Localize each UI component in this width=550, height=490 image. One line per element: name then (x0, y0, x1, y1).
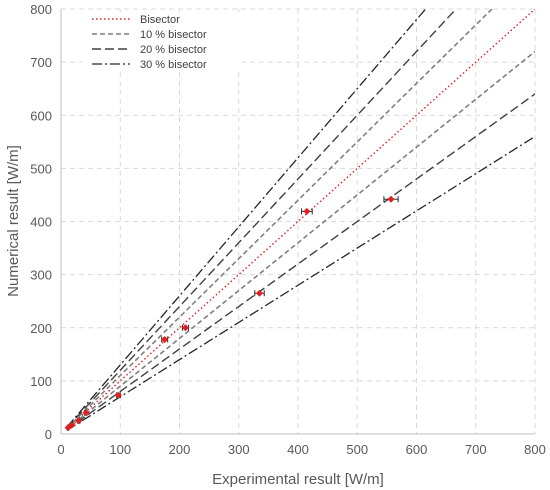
y-tick-label: 300 (30, 268, 52, 283)
y-tick-label: 0 (45, 427, 52, 442)
data-point (255, 289, 263, 297)
x-axis-title: Experimental result [W/m] (212, 471, 384, 488)
reference-line (66, 93, 535, 431)
data-point (181, 324, 189, 332)
y-tick-label: 600 (30, 108, 52, 123)
x-tick-label: 400 (287, 442, 309, 457)
legend-label: 30 % bisector (140, 59, 207, 71)
data-point (161, 335, 169, 343)
data-point (303, 207, 311, 215)
x-tick-label: 600 (406, 442, 428, 457)
reference-line (66, 9, 535, 430)
y-tick-label: 200 (30, 321, 52, 336)
reference-line (66, 50, 535, 430)
y-tick-label: 800 (30, 2, 52, 17)
x-tick-label: 500 (346, 442, 368, 457)
data-point (387, 195, 395, 203)
axes (60, 9, 535, 435)
y-tick-label: 100 (30, 374, 52, 389)
x-tick-label: 100 (109, 442, 131, 457)
data-point (114, 391, 122, 399)
legend-label: 10 % bisector (140, 29, 207, 41)
reference-line (66, 9, 493, 429)
data-point (68, 421, 76, 429)
x-tick-label: 0 (57, 442, 64, 457)
legend: Bisector 10 % bisector 20 % bisector 30 % b… (92, 14, 207, 71)
x-tick-label: 200 (169, 442, 191, 457)
x-tick-label: 800 (524, 442, 546, 457)
data-point (75, 417, 83, 425)
tick-labels: 0 100 200 300 400 500 600 700 800 0 100 200 300 400 50… (30, 2, 546, 457)
legend-label: Bisector (140, 14, 180, 26)
reference-lines (66, 9, 535, 431)
reference-line (66, 9, 427, 428)
gridlines (61, 8, 536, 434)
legend-background (82, 12, 242, 70)
legend-label: 20 % bisector (140, 44, 207, 56)
x-tick-label: 300 (228, 442, 250, 457)
reference-line (66, 9, 457, 429)
data-point (82, 409, 90, 417)
data-points (64, 195, 399, 432)
y-tick-label: 500 (30, 161, 52, 176)
reference-line (66, 135, 535, 431)
y-tick-label: 700 (30, 55, 52, 70)
x-tick-label: 700 (465, 442, 487, 457)
y-tick-label: 400 (30, 215, 52, 230)
y-axis-title: Numerical result [W/m] (5, 145, 22, 297)
